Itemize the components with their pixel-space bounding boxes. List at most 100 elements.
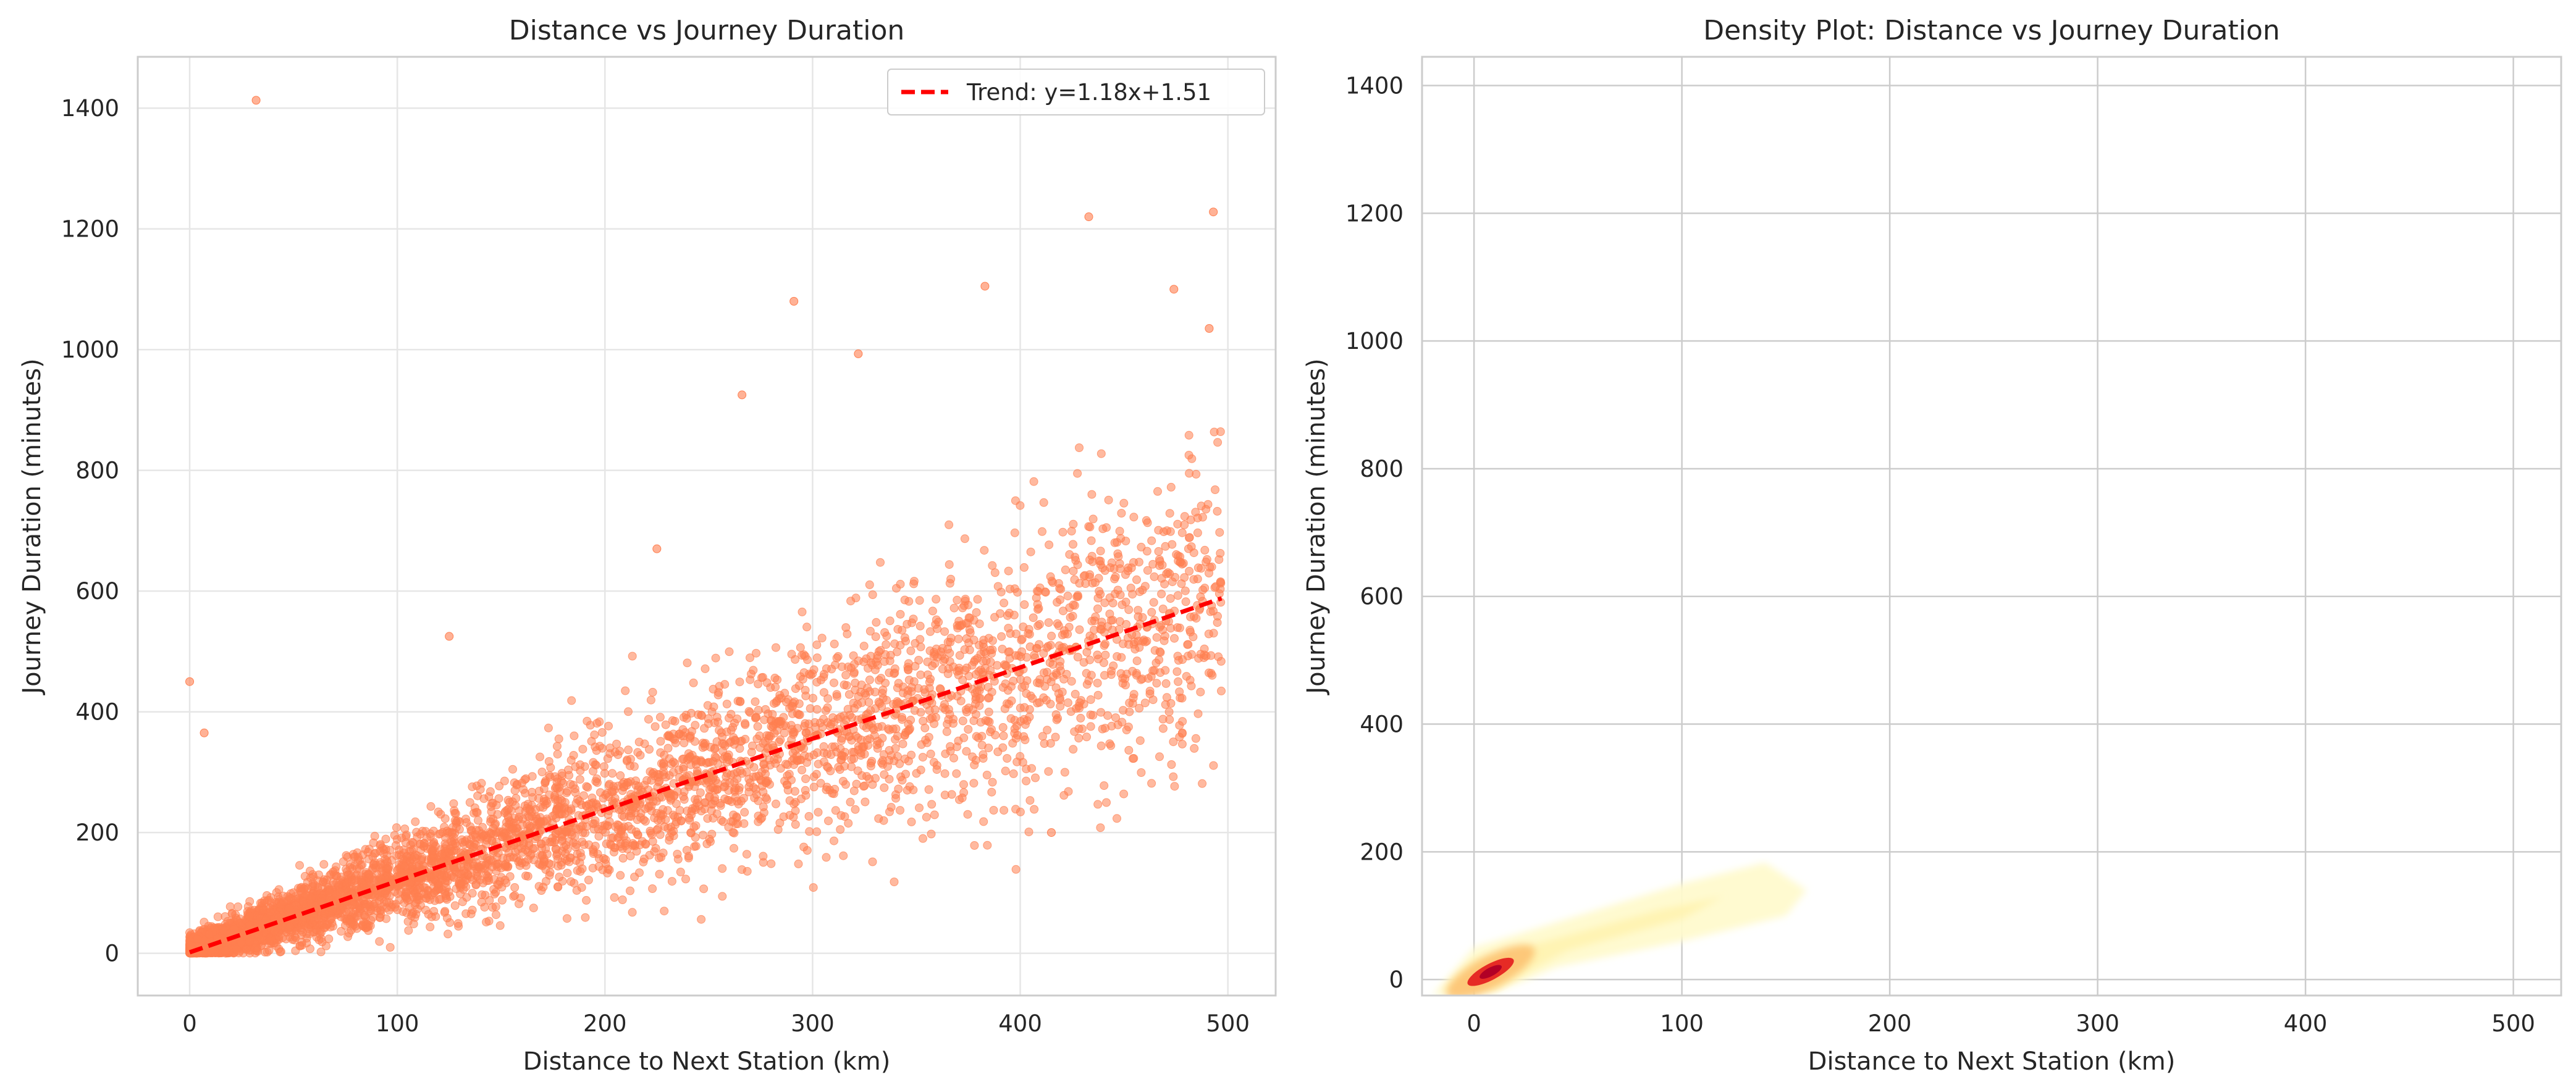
scatter-point	[733, 797, 742, 806]
scatter-point	[1185, 533, 1193, 542]
scatter-point	[701, 664, 710, 673]
scatter-point	[1074, 734, 1084, 743]
scatter-point	[1096, 449, 1106, 458]
scatter-point	[1216, 427, 1225, 436]
scatter-point	[857, 681, 866, 689]
scatter-point	[851, 805, 860, 814]
scatter-point	[1004, 700, 1014, 709]
scatter-point	[726, 726, 736, 735]
scatter-point	[737, 865, 746, 874]
scatter-point	[712, 809, 722, 818]
scatter-point	[874, 647, 883, 656]
scatter-point	[1004, 566, 1013, 576]
scatter-point	[1213, 618, 1222, 627]
scatter-point	[528, 844, 537, 853]
scatter-point	[960, 645, 969, 654]
scatter-point	[814, 808, 823, 817]
scatter-point	[1119, 706, 1128, 715]
scatter-point	[553, 750, 562, 759]
scatter-point	[658, 810, 667, 820]
scatter-point	[1044, 618, 1053, 627]
scatter-point	[1051, 710, 1061, 719]
scatter-point	[1170, 782, 1179, 791]
scatter-point	[704, 714, 713, 723]
scatter-point	[1143, 518, 1152, 527]
scatter-point	[597, 728, 607, 737]
scatter-point	[1121, 674, 1129, 684]
scatter-point	[762, 731, 772, 740]
scatter-point	[478, 890, 487, 899]
scatter-point	[1000, 806, 1009, 815]
scatter-point	[1155, 561, 1164, 570]
scatter-point	[963, 810, 972, 819]
scatter-point	[987, 787, 996, 797]
scatter-point	[988, 778, 997, 787]
scatter-point	[1140, 582, 1150, 591]
scatter-point	[1020, 600, 1029, 609]
scatter-point	[722, 700, 731, 708]
scatter-point	[1084, 522, 1093, 531]
scatter-point	[809, 665, 819, 674]
scatter-point	[1095, 556, 1104, 566]
scatter-point	[353, 857, 363, 866]
scatter-point	[501, 807, 510, 816]
scatter-point	[1053, 598, 1062, 607]
scatter-point	[783, 760, 792, 769]
scatter-point	[841, 623, 851, 632]
scatter-point	[518, 848, 528, 857]
scatter-point	[557, 861, 566, 870]
scatter-point	[1009, 676, 1018, 685]
scatter-point	[395, 850, 403, 860]
scatter-point	[720, 680, 730, 689]
scatter-point	[508, 824, 518, 834]
scatter-point	[1101, 650, 1110, 660]
scatter-point	[1093, 800, 1103, 809]
scatter-point	[899, 689, 907, 697]
scatter-point	[972, 687, 982, 696]
scatter-point	[1165, 509, 1174, 518]
scatter-point	[583, 716, 592, 726]
scatter-point	[565, 857, 574, 866]
scatter-point	[1142, 637, 1151, 646]
scatter-point	[1200, 545, 1210, 555]
scatter-point	[1196, 687, 1205, 697]
scatter-point	[919, 716, 928, 726]
scatter-point	[770, 673, 780, 682]
scatter-point	[1019, 732, 1029, 741]
scatter-point	[878, 685, 888, 695]
scatter-point	[1119, 498, 1129, 508]
scatter-point	[720, 782, 730, 791]
scatter-point	[584, 800, 593, 809]
scatter-point	[971, 670, 980, 679]
scatter-point	[1203, 500, 1213, 509]
scatter-point	[303, 878, 312, 887]
scatter-point	[909, 577, 919, 586]
scatter-point	[752, 648, 760, 658]
scatter-point	[690, 782, 699, 791]
scatter-point	[1063, 592, 1072, 601]
scatter-point	[608, 833, 618, 842]
scatter-point	[1087, 671, 1096, 680]
scatter-point	[450, 901, 460, 910]
scatter-point	[1100, 598, 1109, 608]
scatter-point	[576, 849, 585, 858]
scatter-point	[332, 871, 340, 881]
scatter-point	[1184, 430, 1193, 440]
scatter-point	[667, 877, 676, 886]
scatter-point	[618, 853, 628, 863]
scatter-point	[720, 794, 730, 803]
scatter-point	[416, 845, 426, 855]
scatter-point	[575, 775, 584, 784]
scatter-point	[1076, 713, 1085, 723]
scatter-point	[1154, 526, 1163, 535]
scatter-point	[1026, 547, 1035, 556]
scatter-point	[1097, 621, 1106, 631]
scatter-point	[1055, 694, 1064, 703]
scatter-point	[894, 784, 903, 794]
scatter-point	[885, 656, 894, 666]
scatter-point	[1150, 572, 1159, 581]
scatter-point	[616, 771, 625, 780]
scatter-point	[1088, 514, 1098, 524]
scatter-point	[973, 595, 982, 604]
scatter-point	[1060, 768, 1069, 777]
